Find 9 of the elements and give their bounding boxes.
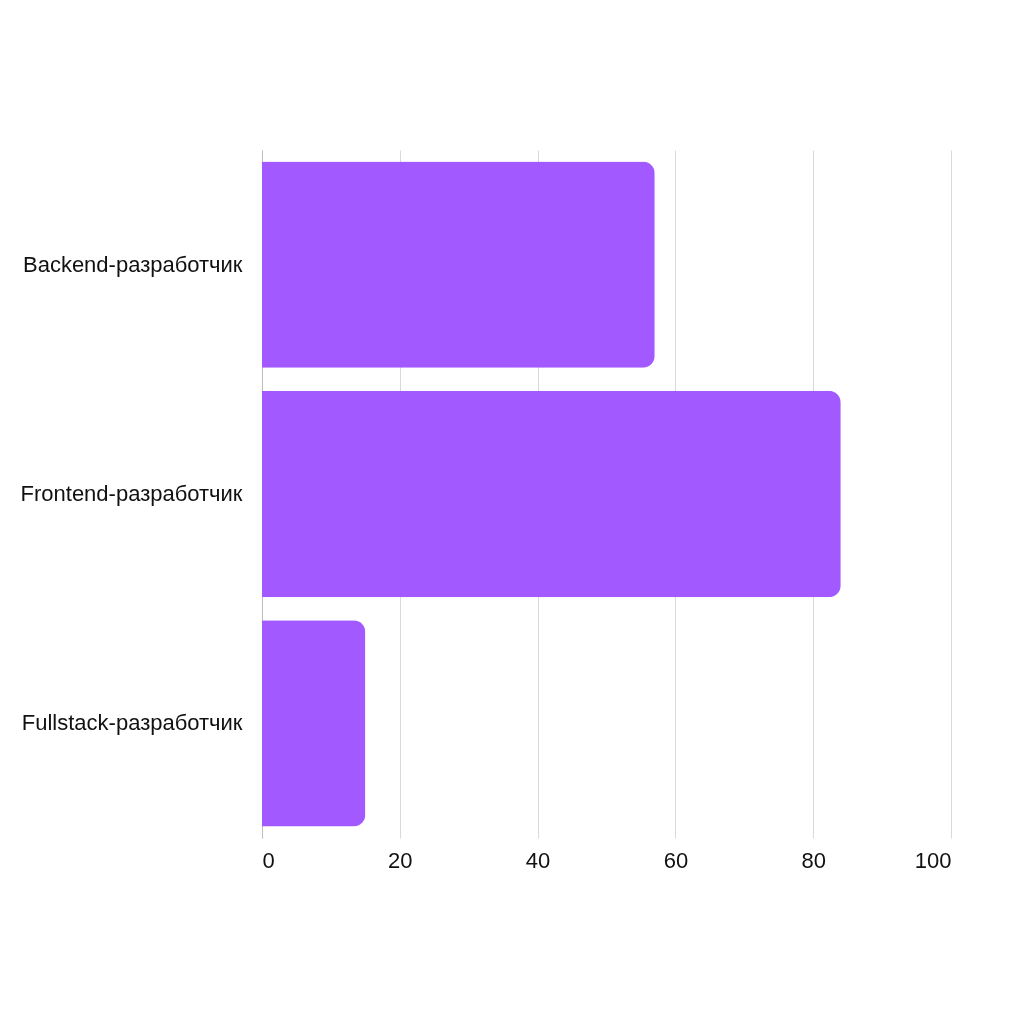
y-tick-label: Fullstack-разработчик: [21, 710, 243, 736]
x-tick-label: 20: [388, 847, 413, 873]
x-tick-label: 80: [801, 847, 826, 873]
x-tick-label: 100: [914, 847, 952, 873]
y-tick-label: Frontend-разработчик: [20, 481, 243, 506]
x-tick-label: 0: [262, 847, 275, 873]
x-tick-label: 40: [525, 847, 551, 873]
y-tick-label: Backend-разработчик: [22, 251, 243, 277]
x-tick-label: 60: [663, 847, 689, 873]
